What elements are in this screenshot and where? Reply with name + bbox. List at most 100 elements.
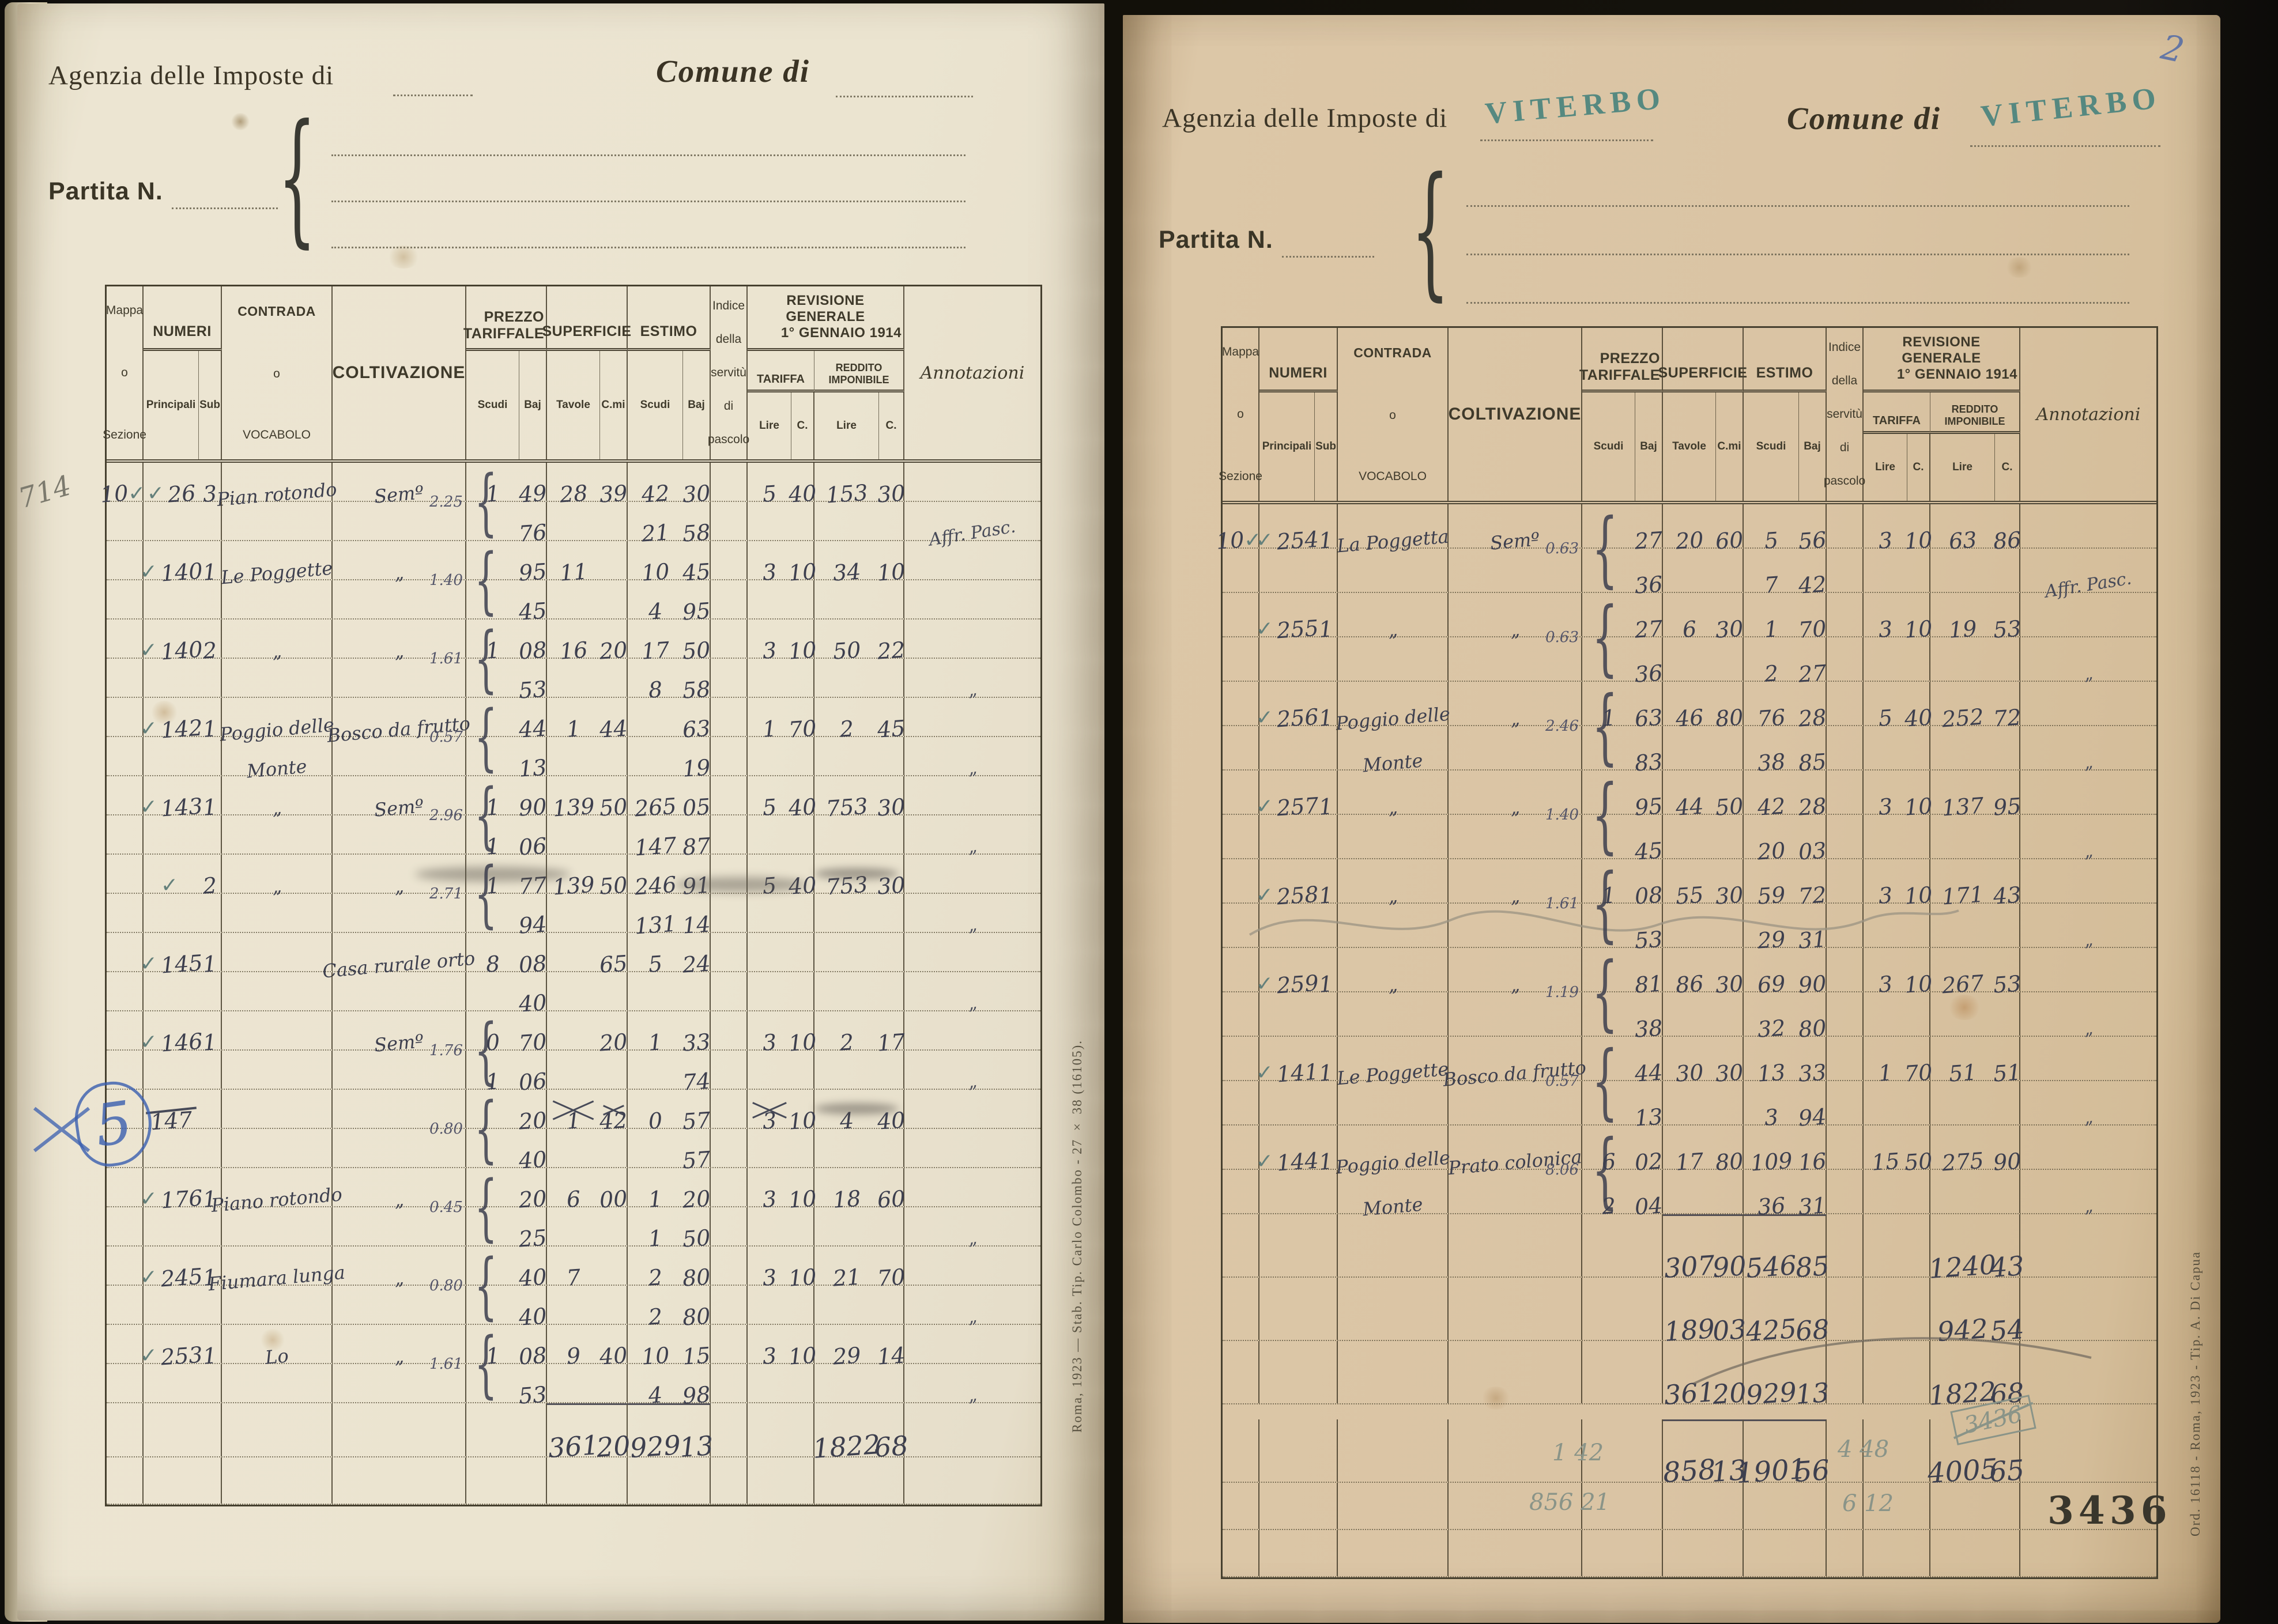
cell-s1c (600, 1457, 628, 1504)
col-header-principali: Principali (144, 351, 199, 459)
cell-tl: 3 (748, 620, 791, 664)
ledger-line: 10 ✓ ✓ 26 3 Pian rotondo Semº 1 49 28 39 42 30 5 40 153… (99, 463, 1040, 511)
mappa-word: Sezione (103, 428, 146, 441)
cell-ps (199, 894, 222, 932)
cell-e1b: 16 (1797, 1126, 1827, 1176)
cell-ind (711, 502, 748, 540)
col-header-cmi: C.mi (600, 351, 628, 459)
cell-e1b: 42 (1797, 549, 1827, 599)
cell-ps (1315, 1081, 1338, 1124)
cell-ind (1827, 904, 1864, 947)
cell-p1b: 38 (1634, 992, 1664, 1043)
ledger-line: 147 20 1 42 0 57 3 10 4 40 (107, 1090, 1040, 1135)
cell-e1s: 7 (1744, 549, 1799, 598)
cell-rc (1995, 1170, 2020, 1213)
cell-m (1223, 859, 1259, 902)
col-header-reddito-lire: Lire (1930, 434, 1995, 501)
cell-tc: 10 (1903, 859, 1933, 909)
cell-p1b: 76 (518, 502, 548, 547)
cell-tc: 50 (1903, 1126, 1933, 1176)
cell-s1t (547, 659, 600, 697)
cell-tl: 5 (748, 463, 791, 507)
cell-cv (333, 894, 466, 932)
col-header-tariffa-lire: Lire (1864, 434, 1907, 501)
cell-ps: 1 (1315, 948, 1338, 998)
cell-ind (1827, 1037, 1864, 1080)
cell-c (1338, 637, 1449, 681)
cell-p1s: 2 (1582, 1170, 1635, 1219)
cell-e1b: 63 (681, 698, 711, 743)
cell-p1b: 94 (518, 894, 548, 939)
cell-e1b: 13 (1794, 1341, 1830, 1410)
cell-p (144, 1457, 199, 1504)
cell-rl: 19 (1930, 593, 1995, 643)
cell-ind (1827, 682, 1864, 725)
cell-ind (1827, 1214, 1864, 1276)
cell-p1s (1582, 1341, 1635, 1403)
cell-s1t (547, 815, 600, 853)
cell-p1b (519, 1403, 547, 1456)
cell-a: „ (2020, 1170, 2156, 1217)
ledger-line: ✓ 145 1 Casa rurale orto 8 08 65 5 24 (107, 933, 1040, 982)
cell-s1t (547, 1457, 600, 1504)
col-header-reddito: REDDITO IMPONIBILE (1930, 392, 2020, 434)
check-mark: ✓ (139, 795, 157, 818)
cell-rc (879, 502, 904, 540)
cell-m (1223, 1483, 1259, 1529)
cell-tl: 5 (748, 776, 791, 821)
cell-tc (791, 972, 814, 1010)
cell-p1s (1582, 1037, 1635, 1080)
cell-cv: Casa rurale orto (322, 933, 476, 982)
cell-c (1338, 549, 1449, 592)
ledger-line: ✓ 259 1 „ „ 81 86 30 69 90 3 10 267 53 (1223, 948, 2156, 998)
cell-tl (1864, 1530, 1907, 1576)
cell-p1b: 40 (518, 1129, 548, 1174)
cell-rl (814, 1129, 879, 1167)
ledger-line: ✓ 141 1 Le Poggette Bosco da frutto 44 30 30 13 3… (1223, 1037, 2156, 1091)
cell-m (107, 1286, 144, 1324)
cell-tc (1907, 1530, 1930, 1576)
cell-m (107, 1011, 144, 1049)
ledger-line: 53 4 98 „ (107, 1364, 1040, 1409)
cell-e1s: 1901 (1735, 1419, 1808, 1490)
cell-p (1259, 815, 1315, 858)
cell-e1b: 28 (1797, 682, 1827, 732)
cell-s1t (547, 580, 600, 618)
cell-p: ✓ 146 (140, 1011, 203, 1057)
comune-label: Comune di (656, 54, 810, 89)
cell-s1c (1716, 549, 1744, 592)
cell-tc (791, 1129, 814, 1167)
ledger-line: 76 21 58 Affr. Pasc. (107, 502, 1040, 550)
cell-p (144, 1207, 199, 1245)
cell-rl: 21 (814, 1247, 879, 1291)
cell-e1s: 2 (1744, 637, 1799, 687)
cell-rl (1930, 1081, 1995, 1124)
cell-a: „ (904, 894, 1040, 936)
cell-c (1338, 815, 1449, 858)
cell-e1s: 20 (1744, 815, 1799, 864)
cell-s1t: 6 (547, 1168, 600, 1213)
ledger-line (1223, 1483, 2156, 1530)
cell-rl (1930, 992, 1995, 1036)
partita-label: Partita N. (48, 177, 163, 205)
cell-p1b (1635, 1278, 1663, 1340)
cell-ps: 1 (199, 1247, 222, 1291)
cell-ind (711, 855, 748, 893)
cell-cv (333, 1286, 466, 1324)
cell-tc (1907, 1214, 1930, 1276)
cell-s1c: 20 (598, 1011, 628, 1056)
ledger-entry: ✓ 140 1 Le Poggette „ 95 11 10 45 3 10 34 10 45 4 95 1.4… (107, 541, 1040, 625)
comune-title: Comune di (1787, 100, 1941, 137)
cell-a (904, 1247, 1040, 1285)
cell-a: „ (904, 1286, 1040, 1328)
cell-p (144, 1286, 199, 1324)
cell-e1b: 85 (1797, 726, 1827, 776)
ledger-line: 53 8 58 „ (107, 659, 1040, 704)
cell-e1s (628, 1457, 683, 1504)
col-header-cmi: C.mi (1716, 392, 1744, 501)
cell-tl: 3 (748, 1168, 791, 1213)
cell-a (2020, 1530, 2156, 1576)
cell-a (2020, 948, 2156, 991)
cell-a: „ (2020, 726, 2156, 773)
cell-tc (1907, 904, 1930, 947)
